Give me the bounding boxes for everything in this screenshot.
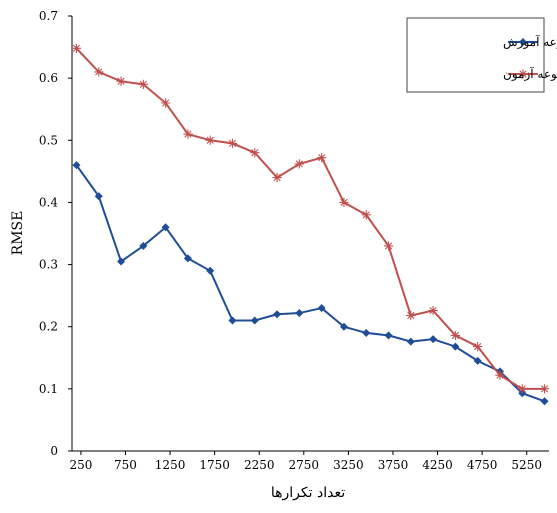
data-point-diamond [384, 331, 393, 340]
data-point-diamond [228, 316, 237, 325]
legend-items: مجموعه آموزش مجموعه آزمون [503, 34, 557, 81]
data-point-diamond [273, 310, 282, 319]
data-point-star [161, 98, 171, 108]
legend-item: مجموعه آزمون [503, 66, 557, 81]
x-tick-label: 3750 [378, 458, 409, 472]
data-point-diamond [406, 337, 415, 346]
y-tick-label: 0 [50, 444, 58, 458]
axes [71, 16, 549, 452]
data-point-star [294, 159, 304, 169]
data-point-diamond [117, 257, 126, 266]
legend-label: مجموعه آزمون [503, 66, 557, 81]
data-point-star [518, 69, 528, 79]
y-tick-label: 0.5 [39, 133, 58, 147]
legend-label: مجموعه آموزش [503, 34, 557, 49]
x-tick-label: 2250 [244, 458, 275, 472]
data-point-star [94, 67, 104, 77]
data-point-star [71, 43, 82, 53]
data-point-diamond [183, 254, 192, 263]
data-point-diamond [317, 304, 326, 313]
data-point-diamond [518, 37, 528, 47]
series-line [75, 164, 545, 403]
data-point-star [361, 210, 371, 220]
data-point-diamond [206, 266, 215, 275]
data-point-star [495, 370, 505, 380]
data-point-star [339, 197, 349, 208]
legend-box [406, 17, 545, 93]
ticks: 0 0.1 0.2 0.3 0.4 0.5 0.6 0.7 250 750 1250 1750 2250… [39, 9, 542, 472]
data-point-star [317, 153, 327, 163]
series [71, 43, 550, 406]
data-point-diamond [362, 328, 371, 337]
y-axis-title: RMSE [10, 211, 26, 256]
series-2 [71, 43, 550, 394]
x-tick-label: 1750 [199, 458, 230, 472]
data-point-diamond [250, 316, 259, 325]
series-line [75, 47, 545, 390]
data-point-diamond [94, 192, 103, 201]
y-tick-label: 0.2 [39, 320, 58, 334]
x-tick-label: 1250 [155, 458, 186, 472]
data-point-star [205, 135, 215, 145]
data-point-diamond [540, 397, 549, 406]
data-point-diamond [139, 241, 148, 250]
data-point-diamond [72, 161, 81, 170]
legend-item: مجموعه آموزش [503, 34, 557, 49]
y-tick-label: 0.3 [39, 258, 58, 272]
y-tick-label: 0.6 [39, 71, 58, 85]
data-point-star [473, 342, 483, 352]
x-tick-label: 4250 [422, 458, 453, 472]
data-point-star [138, 79, 148, 89]
data-point-star [183, 129, 193, 139]
data-point-star [517, 384, 527, 394]
x-tick-label: 250 [69, 458, 92, 472]
x-tick-label: 2750 [289, 458, 320, 472]
legend: مجموعه آموزش مجموعه آزمون [406, 17, 557, 93]
data-point-diamond [295, 309, 304, 318]
data-point-diamond [473, 356, 482, 365]
data-point-star [227, 138, 238, 148]
data-point-diamond [451, 342, 460, 351]
y-tick-label: 0.1 [39, 382, 58, 396]
data-point-diamond [339, 322, 348, 331]
data-point-star [428, 305, 438, 316]
y-tick-label: 0.4 [39, 195, 58, 209]
x-tick-label: 3250 [333, 458, 364, 472]
data-point-star [406, 310, 416, 321]
series-1 [72, 161, 549, 406]
x-axis-title: تعداد تکرارها [271, 485, 345, 501]
y-tick-label: 0.7 [39, 9, 58, 23]
data-point-diamond [429, 335, 438, 344]
data-point-star [383, 241, 394, 251]
x-tick-label: 4750 [467, 458, 498, 472]
data-point-diamond [161, 223, 170, 232]
x-tick-label: 750 [114, 458, 137, 472]
data-point-star [272, 172, 282, 183]
data-point-star [250, 148, 260, 158]
data-point-star [116, 76, 126, 86]
x-tick-label: 5250 [511, 458, 542, 472]
data-point-star [450, 330, 460, 341]
data-point-star [539, 384, 550, 394]
